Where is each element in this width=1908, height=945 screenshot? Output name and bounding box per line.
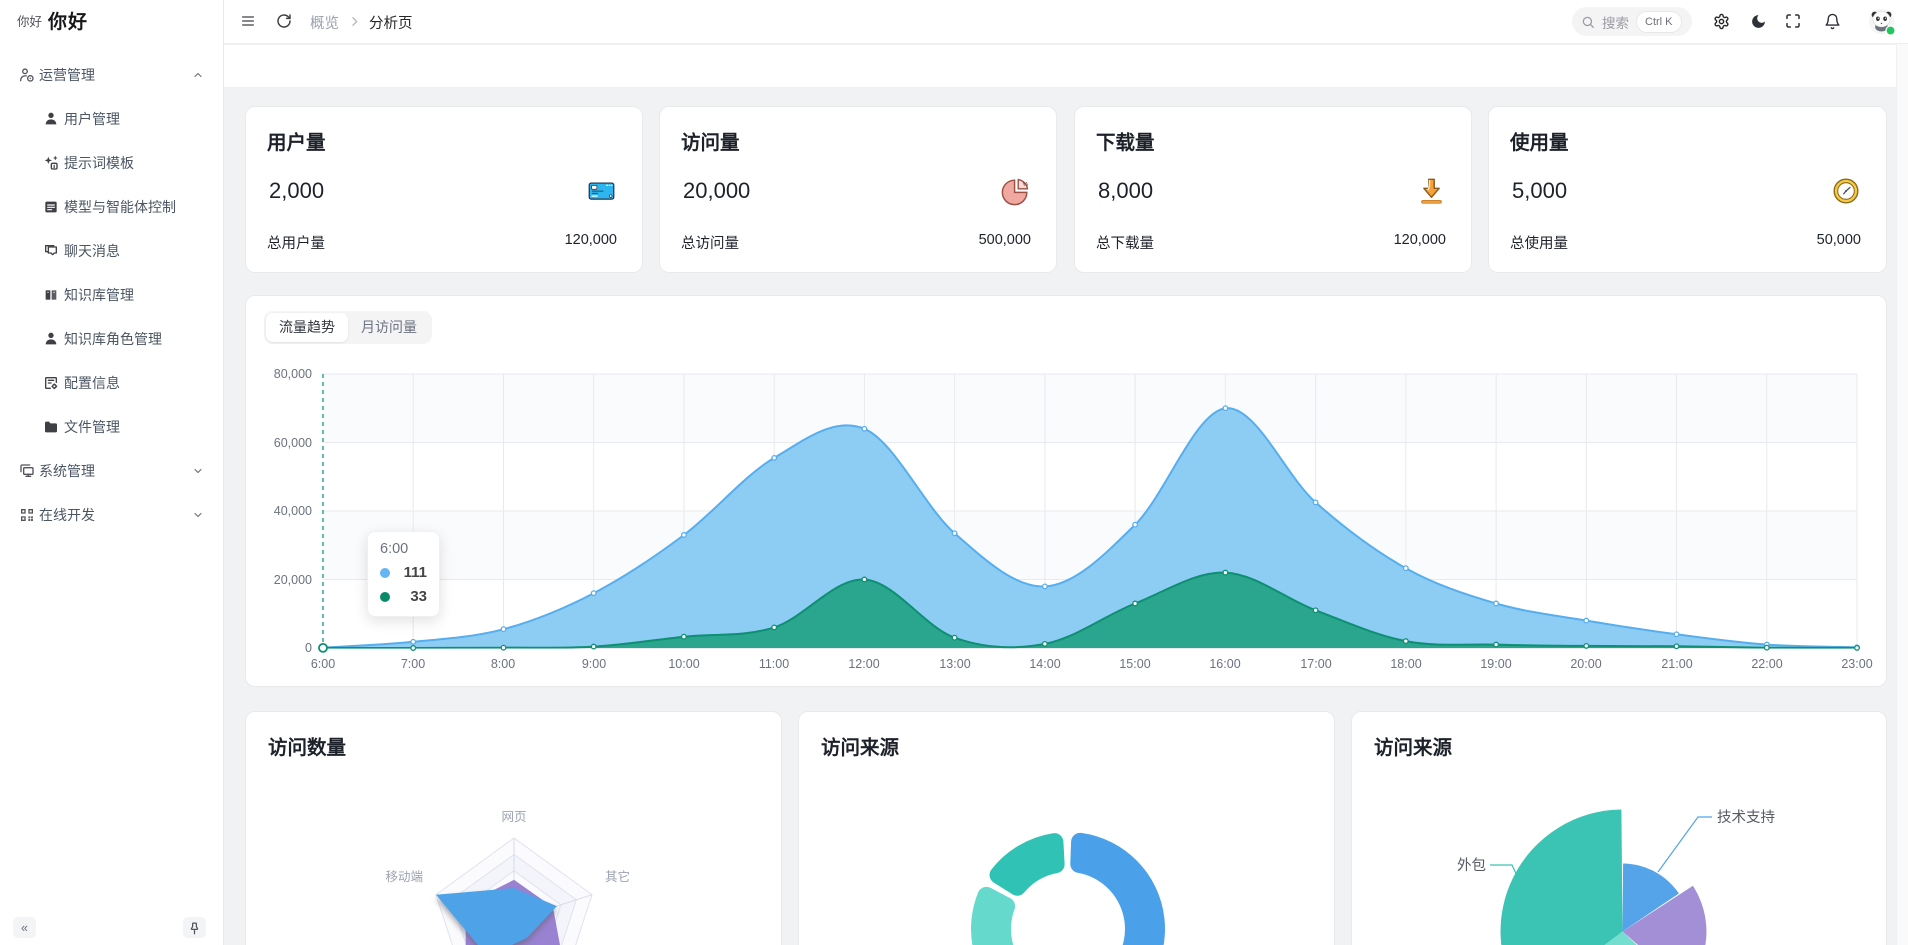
svg-text:移动端: 移动端 bbox=[385, 870, 423, 884]
svg-text:60,000: 60,000 bbox=[274, 436, 312, 450]
svg-text:10:00: 10:00 bbox=[668, 657, 699, 671]
svg-text:0: 0 bbox=[305, 641, 312, 655]
svg-text:14:00: 14:00 bbox=[1029, 657, 1060, 671]
svg-text:网页: 网页 bbox=[501, 810, 526, 824]
svg-text:20:00: 20:00 bbox=[1570, 657, 1601, 671]
svg-text:6:00: 6:00 bbox=[311, 657, 335, 671]
svg-text:16:00: 16:00 bbox=[1209, 657, 1240, 671]
svg-text:21:00: 21:00 bbox=[1661, 657, 1692, 671]
svg-text:23:00: 23:00 bbox=[1841, 657, 1872, 671]
svg-text:8:00: 8:00 bbox=[491, 657, 515, 671]
svg-text:22:00: 22:00 bbox=[1751, 657, 1782, 671]
svg-text:20,000: 20,000 bbox=[274, 573, 312, 587]
svg-text:15:00: 15:00 bbox=[1119, 657, 1150, 671]
svg-text:9:00: 9:00 bbox=[582, 657, 606, 671]
svg-text:17:00: 17:00 bbox=[1300, 657, 1331, 671]
svg-text:11:00: 11:00 bbox=[759, 657, 789, 671]
svg-text:%: % bbox=[1023, 182, 1029, 188]
svg-text:40,000: 40,000 bbox=[274, 504, 312, 518]
svg-text:7:00: 7:00 bbox=[401, 657, 425, 671]
svg-text:12:00: 12:00 bbox=[848, 657, 879, 671]
svg-text:其它: 其它 bbox=[605, 869, 630, 884]
svg-text:技术支持: 技术支持 bbox=[1717, 809, 1775, 826]
svg-text:18:00: 18:00 bbox=[1390, 657, 1421, 671]
svg-text:19:00: 19:00 bbox=[1480, 657, 1511, 671]
svg-text:外包: 外包 bbox=[1457, 857, 1486, 874]
svg-text:13:00: 13:00 bbox=[939, 657, 970, 671]
svg-text:80,000: 80,000 bbox=[274, 367, 312, 381]
